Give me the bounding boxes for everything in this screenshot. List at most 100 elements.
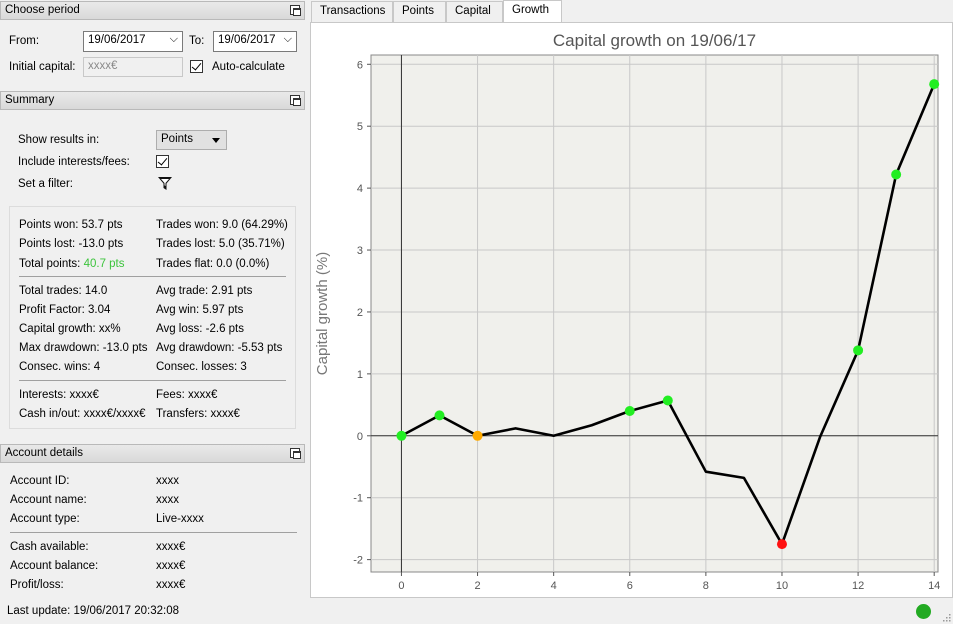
total-trades: Total trades: 14.0 [19,285,108,297]
y-tick-label: 6 [357,59,363,71]
y-tick-label: 2 [357,307,363,319]
account-name-value: xxxx [156,494,179,506]
account-type-label: Account type: [10,513,80,525]
set-filter-label: Set a filter: [18,178,73,190]
undock-icon[interactable] [290,95,301,106]
data-point-win [396,430,407,441]
x-tick-label: 6 [627,580,633,592]
x-tick-label: 4 [551,580,557,592]
choose-period-title: Choose period [5,4,80,16]
x-tick-label: 14 [928,580,940,592]
chevron-down-icon[interactable]: ⌵ [283,33,292,45]
show-results-label: Show results in: [18,134,100,146]
avg-trade: Avg trade: 2.91 pts [156,285,253,297]
last-update: Last update: 19/06/2017 20:32:08 [7,605,180,617]
avg-loss: Avg loss: -2.6 pts [156,323,244,335]
account-name-label: Account name: [10,494,87,506]
account-details-title: Account details [5,447,83,459]
consec-losses: Consec. losses: 3 [156,361,247,373]
capital-growth: Capital growth: xx% [19,323,121,335]
account-balance-label: Account balance: [10,560,99,572]
cash-in-out: Cash in/out: xxxx€/xxxx€ [19,408,146,420]
connection-status-indicator [916,604,931,619]
divider [19,380,286,381]
data-point-win [624,406,635,417]
y-tick-label: 5 [357,121,363,133]
data-point-win [662,395,673,406]
from-label: From: [9,35,40,47]
plot-area [370,54,939,573]
trades-lost: Trades lost: 5.0 (35.71%) [156,238,285,250]
profit-loss-label: Profit/loss: [10,579,64,591]
show-results-select[interactable]: Points [156,130,227,150]
tab-transactions[interactable]: Transactions [311,1,393,22]
y-axis-label: Capital growth (%) [314,252,331,375]
account-details-header: Account details [0,444,305,463]
resize-grip-icon[interactable] [941,612,951,622]
x-tick-label: 0 [398,580,404,592]
initial-capital-label: Initial capital: [9,61,76,73]
auto-calculate-checkbox[interactable] [190,60,203,73]
summary-title: Summary [5,94,55,106]
account-type-value: Live-xxxx [156,513,204,525]
data-point-win [891,169,902,180]
data-point-win [929,79,940,90]
tab-points[interactable]: Points [393,1,446,22]
chart-panel: 0 2 4 6 8 10 12 14 -2 -1 0 1 2 3 4 5 6 Capital growth on … [310,22,953,613]
trades-won: Trades won: 9.0 (64.29%) [156,219,288,231]
from-date-picker[interactable]: 19/06/2017 ⌵ [83,31,183,52]
statistics-box [9,206,296,429]
undock-icon[interactable] [290,5,301,16]
initial-capital-placeholder: xxxx€ [88,60,118,72]
include-interests-checkbox[interactable] [156,155,169,168]
interests: Interests: xxxx€ [19,389,99,401]
tab-capital[interactable]: Capital [446,1,503,22]
data-point-loss [776,539,787,550]
filter-icon[interactable] [157,176,173,195]
fees: Fees: xxxx€ [156,389,218,401]
undock-icon[interactable] [290,448,301,459]
x-tick-label: 12 [852,580,864,592]
to-date-picker[interactable]: 19/06/2017 ⌵ [213,31,297,52]
summary-header: Summary [0,91,305,110]
total-points-value: 40.7 pts [83,258,125,270]
account-id-value: xxxx [156,475,179,487]
to-label: To: [189,35,205,47]
data-point-win [434,410,445,421]
tab-label: Transactions [320,5,386,17]
consec-wins: Consec. wins: 4 [19,361,101,373]
trades-flat: Trades flat: 0.0 (0.0%) [156,258,270,270]
cash-available-label: Cash available: [10,541,89,553]
tab-label: Growth [512,4,550,16]
account-id-label: Account ID: [10,475,70,487]
chart-title: Capital growth on 19/06/17 [553,31,756,50]
y-tick-label: 0 [357,431,363,443]
avg-drawdown: Avg drawdown: -5.53 pts [156,342,283,354]
profit-loss-value: xxxx€ [156,579,186,591]
divider [10,532,297,533]
chevron-down-icon[interactable]: ⌵ [169,33,178,45]
points-won: Points won: 53.7 pts [19,219,123,231]
divider [19,276,286,277]
x-axis-label: # of trades [619,596,690,597]
from-date-value: 19/06/2017 [88,34,146,46]
initial-capital-input[interactable]: xxxx€ [83,57,183,77]
y-tick-label: -2 [353,555,363,567]
cash-available-value: xxxx€ [156,541,186,553]
transfers: Transfers: xxxx€ [156,408,240,420]
points-lost: Points lost: -13.0 pts [19,238,124,250]
choose-period-header: Choose period [0,1,305,20]
tab-label: Points [402,5,434,17]
data-point-win [853,345,864,356]
auto-calculate-label: Auto-calculate [212,61,285,73]
y-tick-label: 3 [357,245,363,257]
y-tick-label: -1 [353,493,363,505]
data-point-flat [472,430,483,441]
x-tick-label: 8 [703,580,709,592]
account-balance-value: xxxx€ [156,560,186,572]
avg-win: Avg win: 5.97 pts [156,304,244,316]
show-results-value: Points [161,133,193,145]
tab-growth[interactable]: Growth [503,0,562,23]
to-date-value: 19/06/2017 [218,34,276,46]
